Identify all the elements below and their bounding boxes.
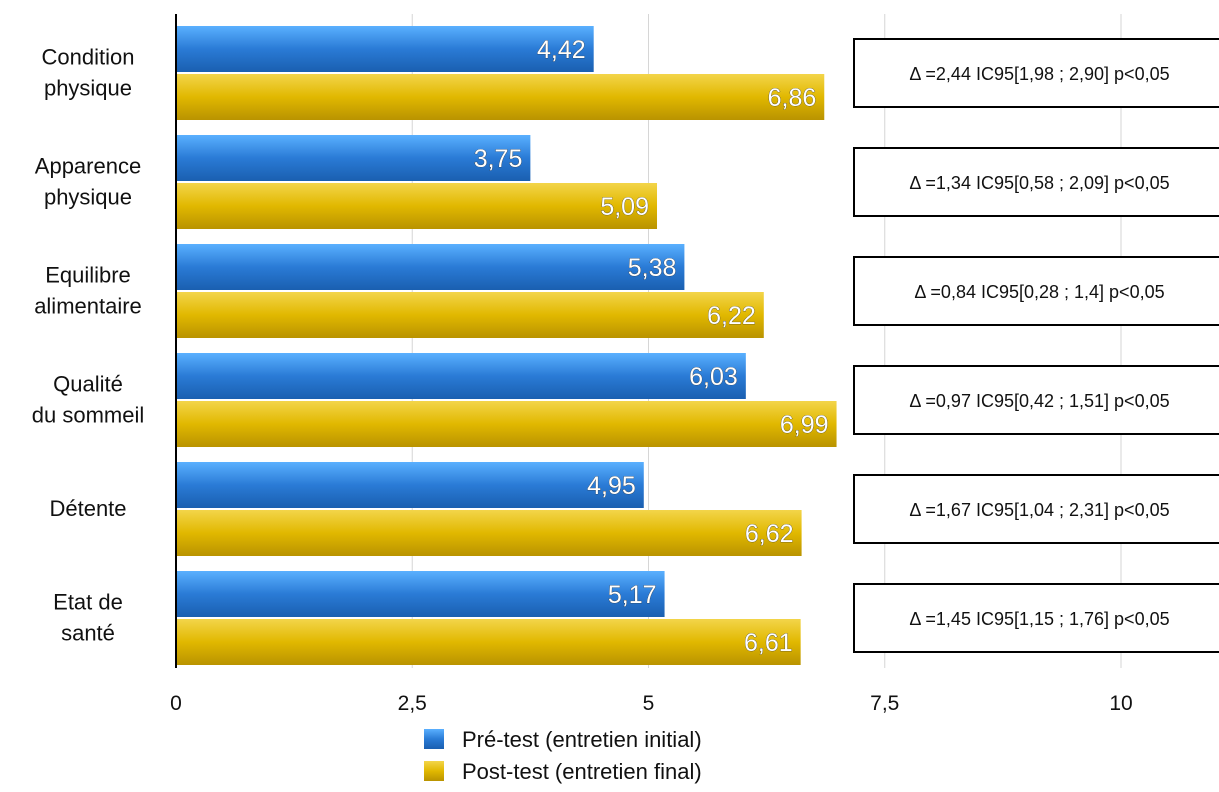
category-label: Equilibre	[45, 263, 131, 288]
x-tick-label: 0	[170, 692, 182, 715]
bar-pre-test	[176, 135, 531, 181]
category-label: Etat de	[53, 590, 123, 615]
category-label: Condition	[42, 45, 135, 70]
legend-swatch	[424, 761, 444, 781]
data-label: 6,99	[780, 411, 829, 439]
bar-post-test	[176, 183, 658, 229]
x-tick-label: 2,5	[398, 692, 427, 715]
category-label: Apparence	[35, 154, 141, 179]
x-tick-label: 10	[1109, 692, 1132, 715]
bar-post-test	[176, 619, 801, 665]
bar-pre-test	[176, 571, 665, 617]
category-label: physique	[44, 185, 132, 210]
annotation-text: Δ =1,34 IC95[0,58 ; 2,09] p<0,05	[909, 173, 1169, 193]
category-label: Détente	[49, 496, 126, 521]
category-label: alimentaire	[34, 294, 142, 319]
annotation-box	[853, 147, 1219, 217]
annotation-box	[853, 583, 1219, 653]
data-label: 6,03	[689, 363, 738, 391]
annotation-box	[853, 474, 1219, 544]
bar-pre-test	[176, 353, 746, 399]
data-label: 6,86	[768, 84, 817, 112]
annotation-layer: Δ =2,44 IC95[1,98 ; 2,90] p<0,05 Δ =1,34 …	[853, 38, 1219, 653]
bar-pre-test	[176, 462, 644, 508]
annotation-text: Δ =1,67 IC95[1,04 ; 2,31] p<0,05	[909, 500, 1169, 520]
bar-post-test	[176, 401, 837, 447]
x-tick-label: 7,5	[870, 692, 899, 715]
legend-swatch	[424, 729, 444, 749]
grid-layer	[411, 14, 1122, 668]
data-label: 3,75	[474, 145, 523, 173]
data-label: 5,17	[608, 581, 657, 609]
annotation-text: Δ =2,44 IC95[1,98 ; 2,90] p<0,05	[909, 64, 1169, 84]
data-label: 5,38	[628, 254, 677, 282]
bar-pre-test	[176, 244, 685, 290]
axis-layer: 0 2,5 5 7,5 10 Condition physique Apparence phys…	[32, 14, 1133, 715]
category-label: physique	[44, 76, 132, 101]
annotation-box	[853, 38, 1219, 108]
data-label: 4,42	[537, 36, 586, 64]
annotation-box	[853, 256, 1219, 326]
legend-label: Pré-test (entretien initial)	[462, 727, 702, 752]
category-label: Qualité	[53, 372, 123, 397]
data-label: 6,62	[745, 520, 794, 548]
annotation-text: Δ =0,97 IC95[0,42 ; 1,51] p<0,05	[909, 391, 1169, 411]
legend: Pré-test (entretien initial) Post-test (e…	[424, 727, 702, 784]
annotation-text: Δ =0,84 IC95[0,28 ; 1,4] p<0,05	[914, 282, 1164, 302]
data-label: 6,22	[707, 302, 756, 330]
annotation-text: Δ =1,45 IC95[1,15 ; 1,76] p<0,05	[909, 609, 1169, 629]
x-tick-label: 5	[643, 692, 655, 715]
bar-post-test	[176, 74, 825, 120]
data-label: 5,09	[600, 193, 649, 221]
bar-layer: 4,42 6,86 3,75 5,09 5,38 6,22 6,03 6,99 4,95 6,62…	[176, 26, 837, 665]
data-label: 6,61	[744, 629, 793, 657]
bar-pre-test	[176, 26, 594, 72]
annotation-box	[853, 365, 1219, 435]
category-label: du sommeil	[32, 403, 144, 428]
bar-post-test	[176, 510, 802, 556]
bar-post-test	[176, 292, 764, 338]
legend-label: Post-test (entretien final)	[462, 759, 702, 784]
data-label: 4,95	[587, 472, 636, 500]
category-label: santé	[61, 621, 115, 646]
